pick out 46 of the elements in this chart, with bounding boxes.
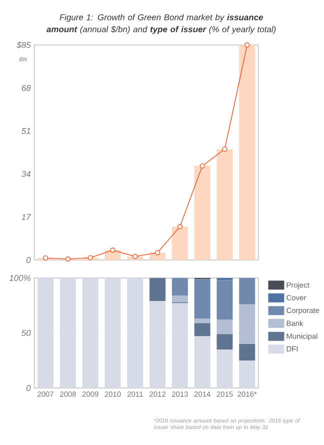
- bar: [216, 334, 233, 350]
- bar: [82, 278, 98, 388]
- point: [42, 255, 48, 261]
- y-tick-label: 0: [26, 257, 31, 263]
- bar: [172, 303, 188, 388]
- bar: [149, 278, 166, 302]
- point: [177, 224, 182, 230]
- bar: [172, 296, 188, 302]
- bar: [216, 349, 233, 388]
- point: [244, 42, 250, 48]
- point: [200, 163, 205, 169]
- chart-title: Figure 1: Growth of Green Bond market by issuance amount (annual $/bn) and type of issuer (% of yearly total): [46, 14, 276, 34]
- bar: [149, 301, 166, 388]
- point: [222, 146, 228, 152]
- bar: [238, 45, 255, 260]
- y-tick-label: 34: [21, 171, 30, 177]
- bar: [194, 336, 210, 388]
- bar: [60, 278, 76, 388]
- bar: [172, 226, 188, 260]
- y-tick-label: 17: [21, 214, 31, 220]
- point: [132, 254, 138, 260]
- bar: [238, 304, 255, 344]
- bar: [216, 280, 233, 320]
- bar: [126, 278, 143, 388]
- bar: [37, 278, 54, 388]
- y-tick-label: 0: [26, 385, 31, 391]
- bar: [194, 318, 210, 324]
- y-tick-label: 50: [21, 330, 31, 336]
- bar: [194, 166, 210, 260]
- y-tick-label: $85: [16, 42, 31, 48]
- bar: [238, 360, 255, 388]
- y-tick-label: 68: [22, 85, 31, 91]
- bar: [194, 323, 210, 336]
- bar: [238, 344, 255, 360]
- y-tick-label: 100%: [9, 275, 30, 281]
- point: [154, 250, 160, 256]
- y-tick-label: 51: [21, 128, 30, 134]
- bar: [216, 320, 233, 334]
- point: [88, 255, 93, 260]
- point: [65, 256, 70, 262]
- bar: [194, 279, 210, 319]
- bar: [216, 149, 233, 260]
- bar: [238, 278, 255, 304]
- bar: [172, 278, 188, 296]
- point: [110, 248, 116, 253]
- bar: [104, 278, 121, 388]
